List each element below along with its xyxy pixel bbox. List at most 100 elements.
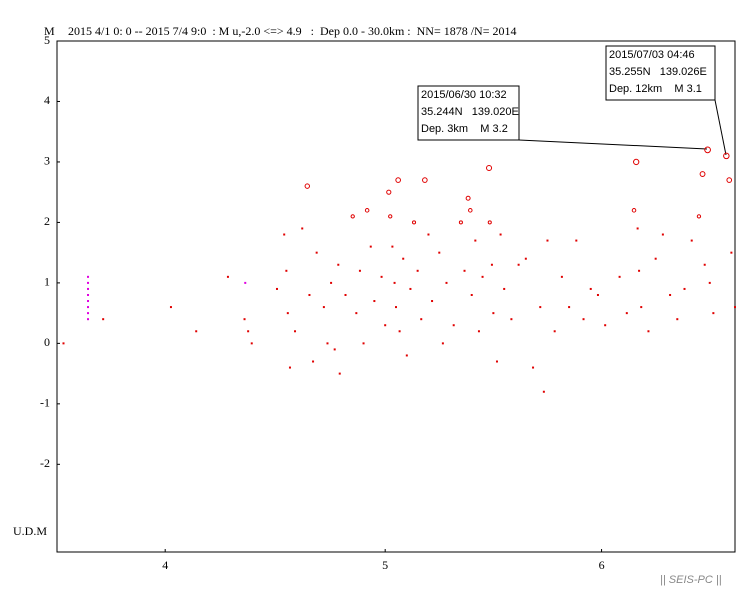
event-marker bbox=[495, 360, 498, 363]
event-marker bbox=[490, 263, 493, 266]
callout: 2015/07/03 04:46 35.255N 139.026E Dep. 1… bbox=[605, 45, 727, 156]
event-marker bbox=[87, 306, 90, 309]
event-marker bbox=[517, 263, 520, 266]
event-marker bbox=[285, 269, 288, 272]
event-marker bbox=[393, 281, 396, 284]
event-marker bbox=[575, 239, 578, 242]
event-marker bbox=[322, 306, 325, 309]
event-marker bbox=[730, 251, 733, 254]
callout-text: Dep. 12km M 3.1 bbox=[609, 83, 702, 95]
event-marker bbox=[169, 306, 172, 309]
footer: || SEIS-PC || bbox=[660, 574, 722, 586]
event-marker bbox=[411, 220, 417, 225]
event-marker bbox=[723, 152, 730, 160]
event-marker bbox=[734, 306, 736, 309]
event-marker bbox=[696, 214, 702, 219]
x-tick-label: 4 bbox=[162, 558, 168, 572]
event-marker bbox=[344, 293, 347, 296]
depth-label: U.D.M bbox=[13, 524, 47, 538]
event-marker bbox=[560, 275, 563, 278]
y-tick-label: 4 bbox=[44, 93, 50, 107]
event-marker bbox=[647, 330, 650, 333]
callout-text: 2015/07/03 04:46 bbox=[609, 49, 695, 61]
x-tick-label: 6 bbox=[599, 558, 605, 572]
event-marker bbox=[395, 177, 401, 183]
event-marker bbox=[704, 146, 711, 154]
callout-box bbox=[417, 85, 520, 141]
event-marker bbox=[380, 275, 383, 278]
event-marker bbox=[304, 183, 310, 189]
event-marker bbox=[474, 239, 477, 242]
y-tick-label: 0 bbox=[44, 335, 50, 349]
event-marker bbox=[441, 342, 444, 345]
event-marker bbox=[468, 208, 473, 213]
event-marker bbox=[247, 330, 250, 333]
event-marker bbox=[409, 287, 412, 290]
y-tick-label: 2 bbox=[44, 214, 50, 228]
event-marker bbox=[553, 330, 556, 333]
y-tick-label: 5 bbox=[44, 33, 50, 47]
event-marker bbox=[283, 233, 286, 236]
event-marker bbox=[676, 318, 679, 321]
event-marker bbox=[250, 342, 253, 345]
event-marker bbox=[427, 233, 430, 236]
event-marker bbox=[708, 281, 711, 284]
y-axis-label: M bbox=[44, 24, 55, 38]
event-marker bbox=[308, 293, 311, 296]
event-marker bbox=[596, 293, 599, 296]
event-marker bbox=[726, 177, 733, 183]
event-marker bbox=[633, 158, 640, 166]
event-marker bbox=[683, 287, 686, 290]
event-marker bbox=[102, 318, 105, 321]
event-marker bbox=[87, 318, 90, 321]
event-marker bbox=[87, 300, 90, 303]
event-marker bbox=[416, 269, 419, 272]
event-marker bbox=[87, 281, 90, 284]
event-marker bbox=[337, 263, 340, 266]
event-marker bbox=[275, 287, 278, 290]
event-marker bbox=[350, 214, 355, 219]
event-marker bbox=[445, 281, 448, 284]
event-marker bbox=[636, 227, 639, 230]
event-marker bbox=[503, 287, 506, 290]
event-marker bbox=[315, 251, 318, 254]
event-marker bbox=[294, 330, 297, 333]
event-marker bbox=[338, 372, 341, 375]
y-tick-label: -1 bbox=[40, 396, 50, 410]
event-marker bbox=[638, 269, 641, 272]
callout-text: 35.255N 139.026E bbox=[609, 66, 707, 78]
event-marker bbox=[532, 366, 535, 369]
event-marker bbox=[326, 342, 329, 345]
event-marker bbox=[669, 293, 672, 296]
callout-text: 2015/06/30 10:32 bbox=[421, 89, 507, 101]
event-marker bbox=[431, 300, 434, 303]
chart-title: 2015 4/1 0: 0 -- 2015 7/4 9:0 : M u,-2.0… bbox=[68, 24, 517, 38]
event-marker bbox=[481, 275, 484, 278]
event-marker bbox=[384, 324, 387, 327]
event-marker bbox=[618, 275, 621, 278]
event-marker bbox=[589, 287, 592, 290]
event-marker bbox=[330, 281, 333, 284]
event-marker bbox=[373, 300, 376, 303]
event-marker bbox=[420, 318, 423, 321]
event-marker bbox=[386, 189, 392, 195]
event-marker bbox=[226, 275, 229, 278]
event-marker bbox=[477, 330, 480, 333]
event-marker bbox=[470, 293, 473, 296]
event-marker bbox=[87, 287, 90, 290]
event-marker bbox=[458, 220, 463, 225]
event-marker bbox=[703, 263, 706, 266]
event-marker bbox=[582, 318, 585, 321]
event-marker bbox=[333, 348, 336, 351]
event-marker bbox=[388, 214, 393, 219]
event-marker bbox=[422, 177, 428, 183]
event-marker bbox=[62, 342, 65, 345]
event-marker bbox=[487, 220, 492, 225]
event-marker bbox=[438, 251, 441, 254]
callout-text: Dep. 3km M 3.2 bbox=[421, 123, 508, 135]
event-marker bbox=[391, 245, 394, 248]
event-marker bbox=[358, 269, 361, 272]
event-marker bbox=[699, 171, 706, 177]
event-marker bbox=[87, 312, 90, 315]
